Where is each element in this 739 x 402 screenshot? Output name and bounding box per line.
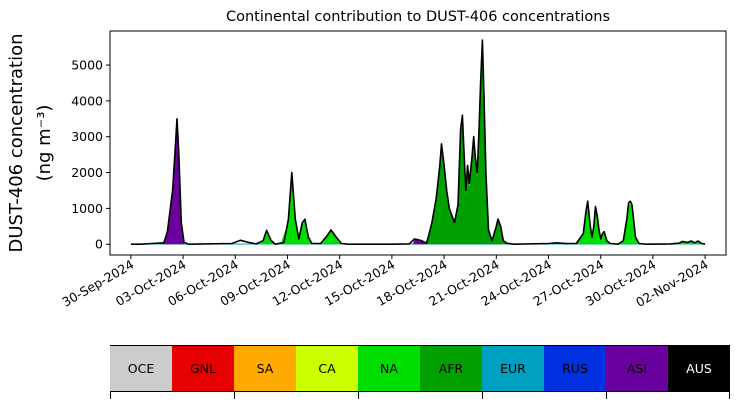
area-asi-2 [412, 239, 427, 245]
ytick-label-5000: 5000 [71, 58, 103, 73]
color-legend: OCE GNL SA CA NA AFR EUR RUS ASI AUS [110, 345, 730, 392]
area-na-2 [320, 231, 344, 245]
y-axis-label-line2: (ng m⁻³) [34, 105, 55, 182]
legend-ticks [110, 392, 730, 400]
legend-item-rus: RUS [544, 346, 606, 391]
ytick-label-1000: 1000 [71, 201, 103, 216]
legend-item-aus: AUS [668, 346, 730, 391]
chart-area: 01000200030004000500030-Sep-202403-Oct-2… [6, 9, 727, 310]
legend-item-ca: CA [296, 346, 358, 391]
ytick-label-2000: 2000 [71, 165, 103, 180]
legend-item-na: NA [358, 346, 420, 391]
total-line [130, 39, 706, 245]
legend-item-afr: AFR [420, 346, 482, 391]
ytick-label-3000: 3000 [71, 129, 103, 144]
plot-frame [109, 30, 727, 256]
area-na-6 [576, 203, 612, 245]
chart-title: Continental contribution to DUST-406 con… [226, 9, 610, 25]
ytick-label-0: 0 [95, 237, 103, 252]
legend-item-oce: OCE [110, 346, 172, 391]
legend-item-asi: ASI [606, 346, 668, 391]
ytick-label-4000: 4000 [71, 93, 103, 108]
legend-item-sa: SA [234, 346, 296, 391]
area-na-0 [280, 176, 314, 245]
y-axis-label-line1: DUST-406 concentration [6, 33, 27, 252]
area-na-8 [618, 203, 641, 245]
area-afr-0 [425, 48, 509, 245]
legend-item-eur: EUR [482, 346, 544, 391]
legend-item-gnl: GNL [172, 346, 234, 391]
